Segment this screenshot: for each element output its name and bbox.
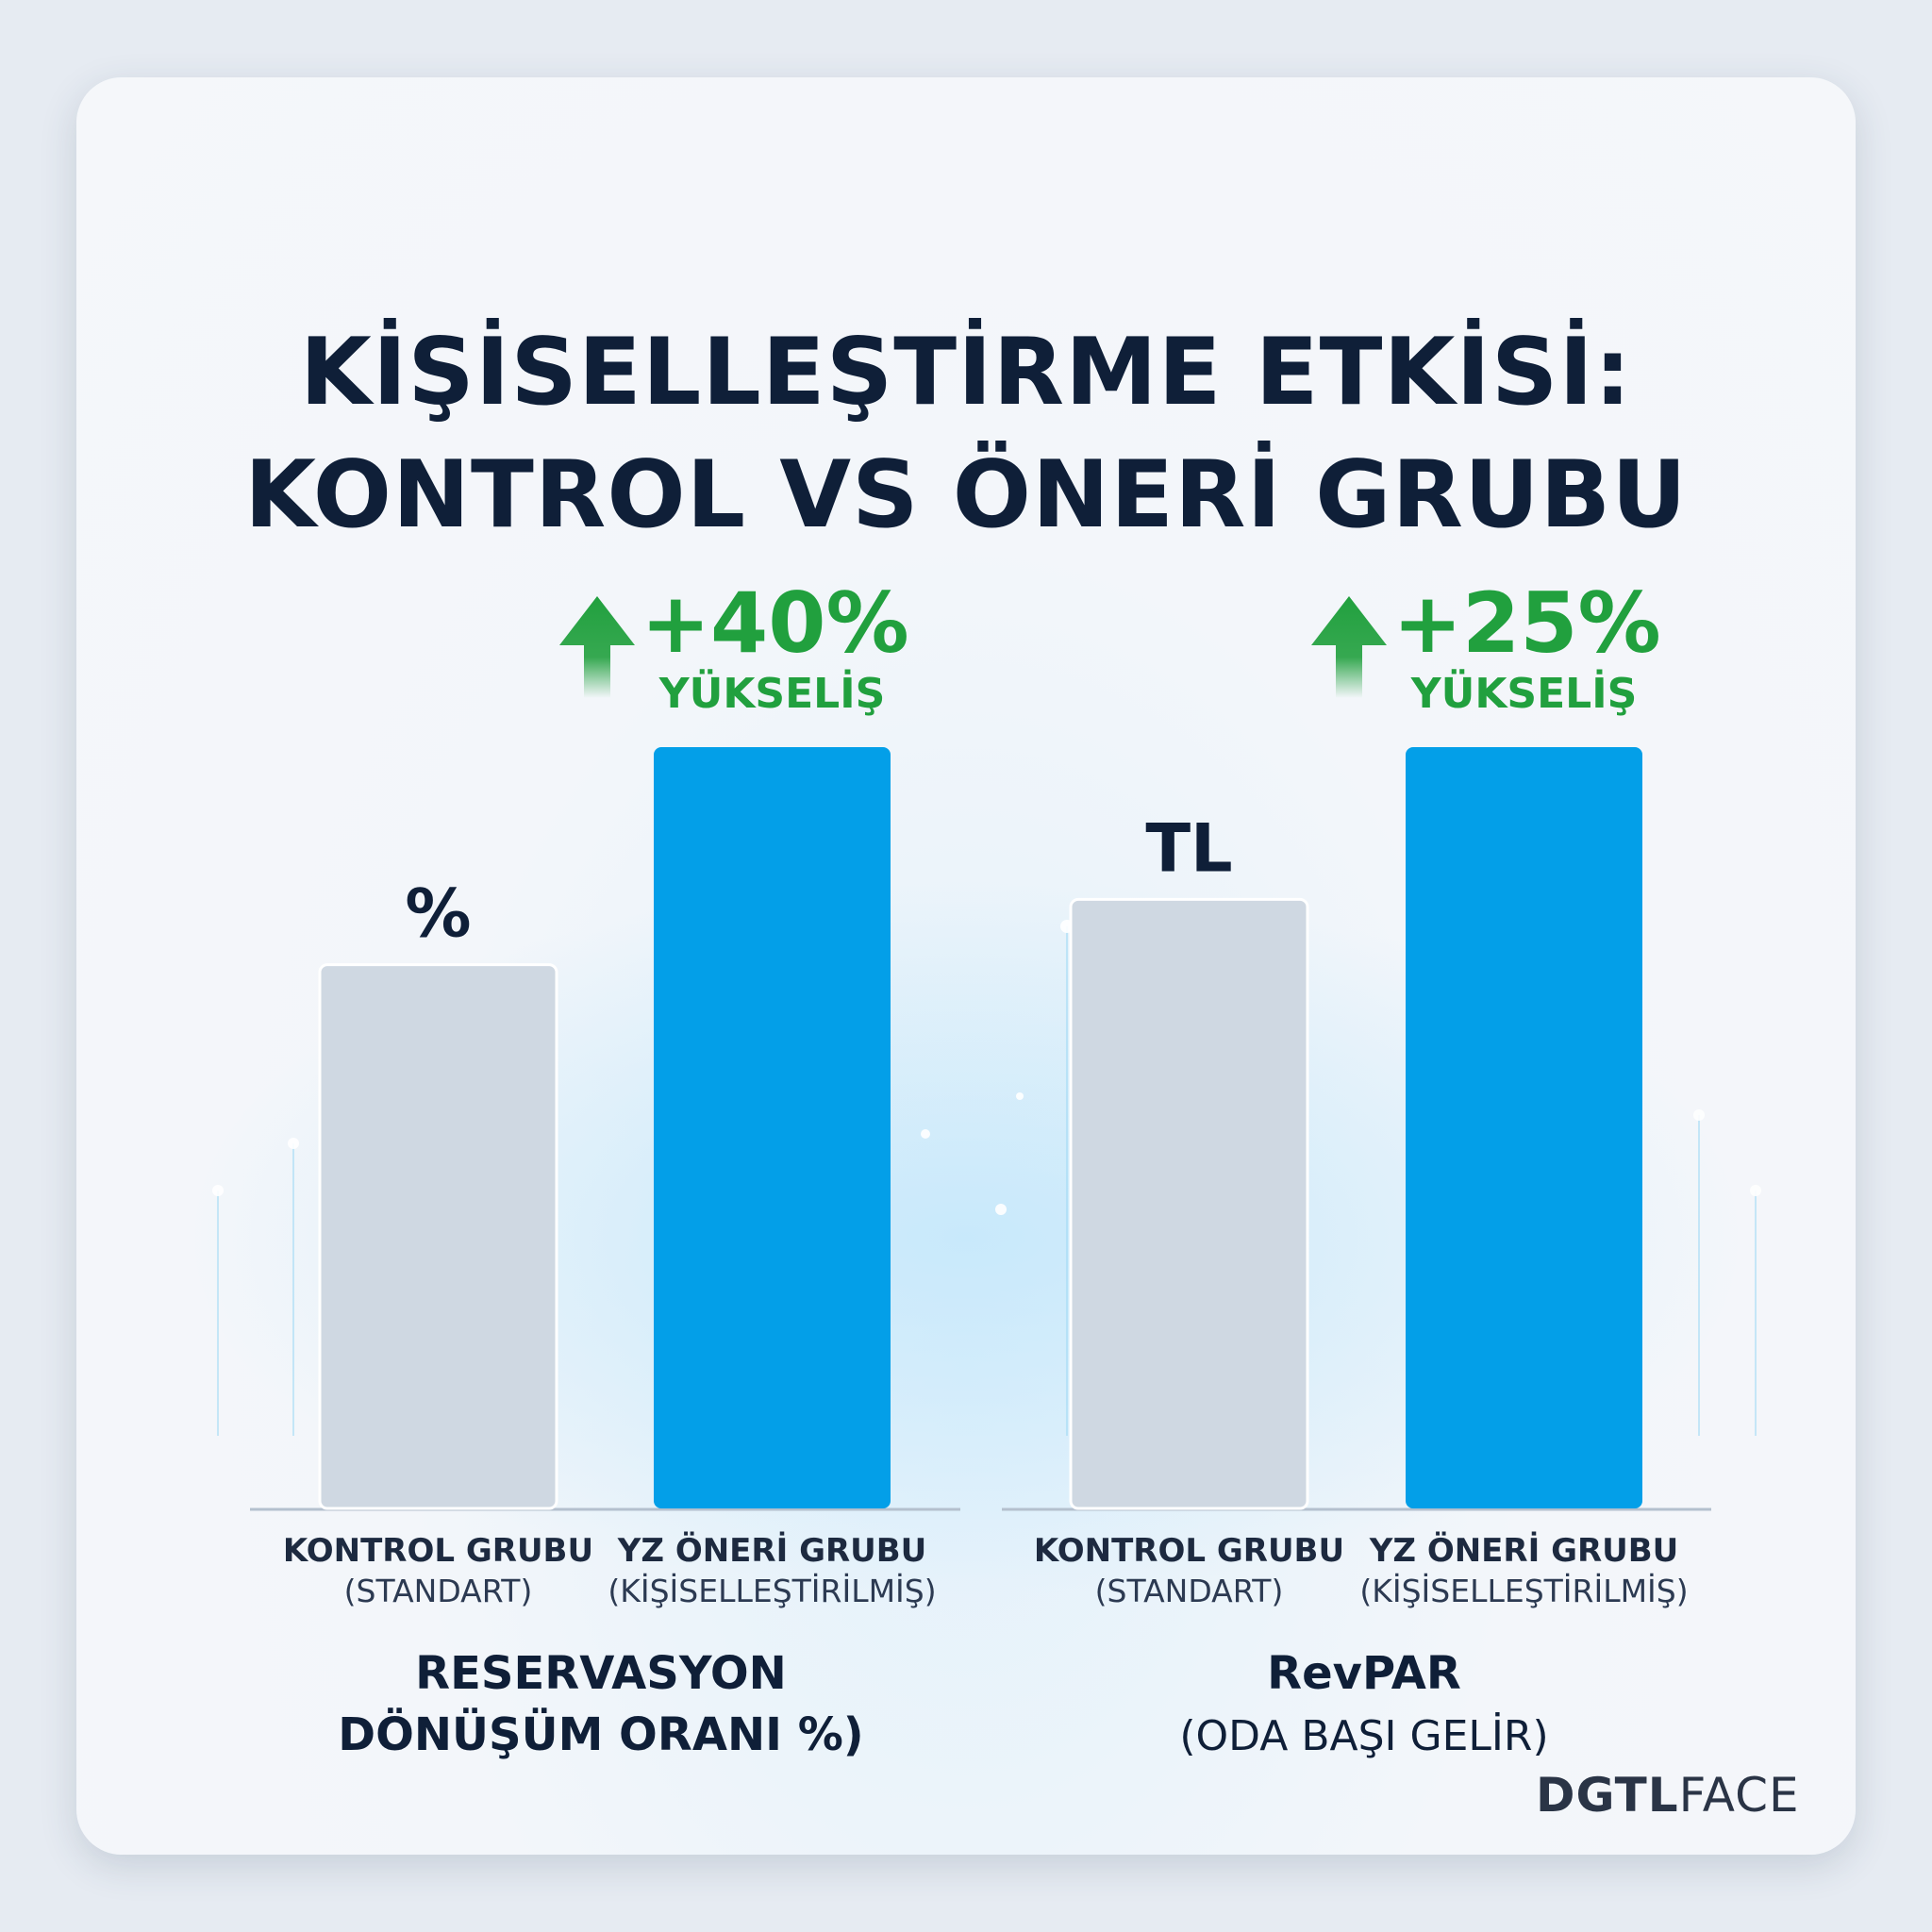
uplift-label: YÜKSELİŞ xyxy=(658,668,886,718)
bar-recommendation xyxy=(1406,747,1642,1508)
uplift-arrow-icon xyxy=(559,596,635,698)
uplift-value: +40% xyxy=(641,575,908,672)
unit-label: TL xyxy=(1145,809,1232,887)
tick-sublabel: (KİŞİSELLEŞTİRİLMİŞ) xyxy=(1359,1573,1688,1609)
logo: DGTLFACE xyxy=(1536,1768,1800,1823)
unit-label: % xyxy=(405,875,471,953)
tick-label: YZ ÖNERİ GRUBU xyxy=(617,1531,927,1570)
uplift-arrow-icon xyxy=(1311,596,1387,698)
tick-sublabel: (STANDART) xyxy=(344,1573,533,1609)
title-line-1: KİŞİSELLEŞTİRME ETKİSİ: xyxy=(299,319,1633,426)
background-glow xyxy=(192,879,1761,1596)
tick-label: KONTROL GRUBU xyxy=(1034,1532,1344,1570)
bar-control xyxy=(1069,897,1309,1510)
metric-label-line-1: RevPAR xyxy=(1267,1647,1461,1700)
bar-recommendation xyxy=(654,747,891,1508)
logo-part-2: FACE xyxy=(1678,1768,1800,1823)
tick-label: YZ ÖNERİ GRUBU xyxy=(1369,1531,1679,1570)
uplift-label: YÜKSELİŞ xyxy=(1410,668,1638,718)
tick-label: KONTROL GRUBU xyxy=(283,1532,593,1570)
metric-label-line-1: RESERVASYON xyxy=(415,1647,787,1700)
tick-sublabel: (KİŞİSELLEŞTİRİLMİŞ) xyxy=(608,1573,936,1609)
metric-label-line-2: DÖNÜŞÜM ORANI %) xyxy=(338,1707,864,1761)
tick-sublabel: (STANDART) xyxy=(1095,1573,1284,1609)
uplift-value: +25% xyxy=(1392,575,1660,672)
title-line-2: KONTROL VS ÖNERİ GRUBU xyxy=(244,441,1688,549)
page-title: KİŞİSELLEŞTİRME ETKİSİ: KONTROL VS ÖNERİ… xyxy=(76,311,1856,557)
bar-control xyxy=(318,963,558,1510)
metric-label-line-2: (ODA BAŞI GELİR) xyxy=(1179,1711,1548,1760)
logo-part-1: DGTL xyxy=(1536,1768,1679,1823)
